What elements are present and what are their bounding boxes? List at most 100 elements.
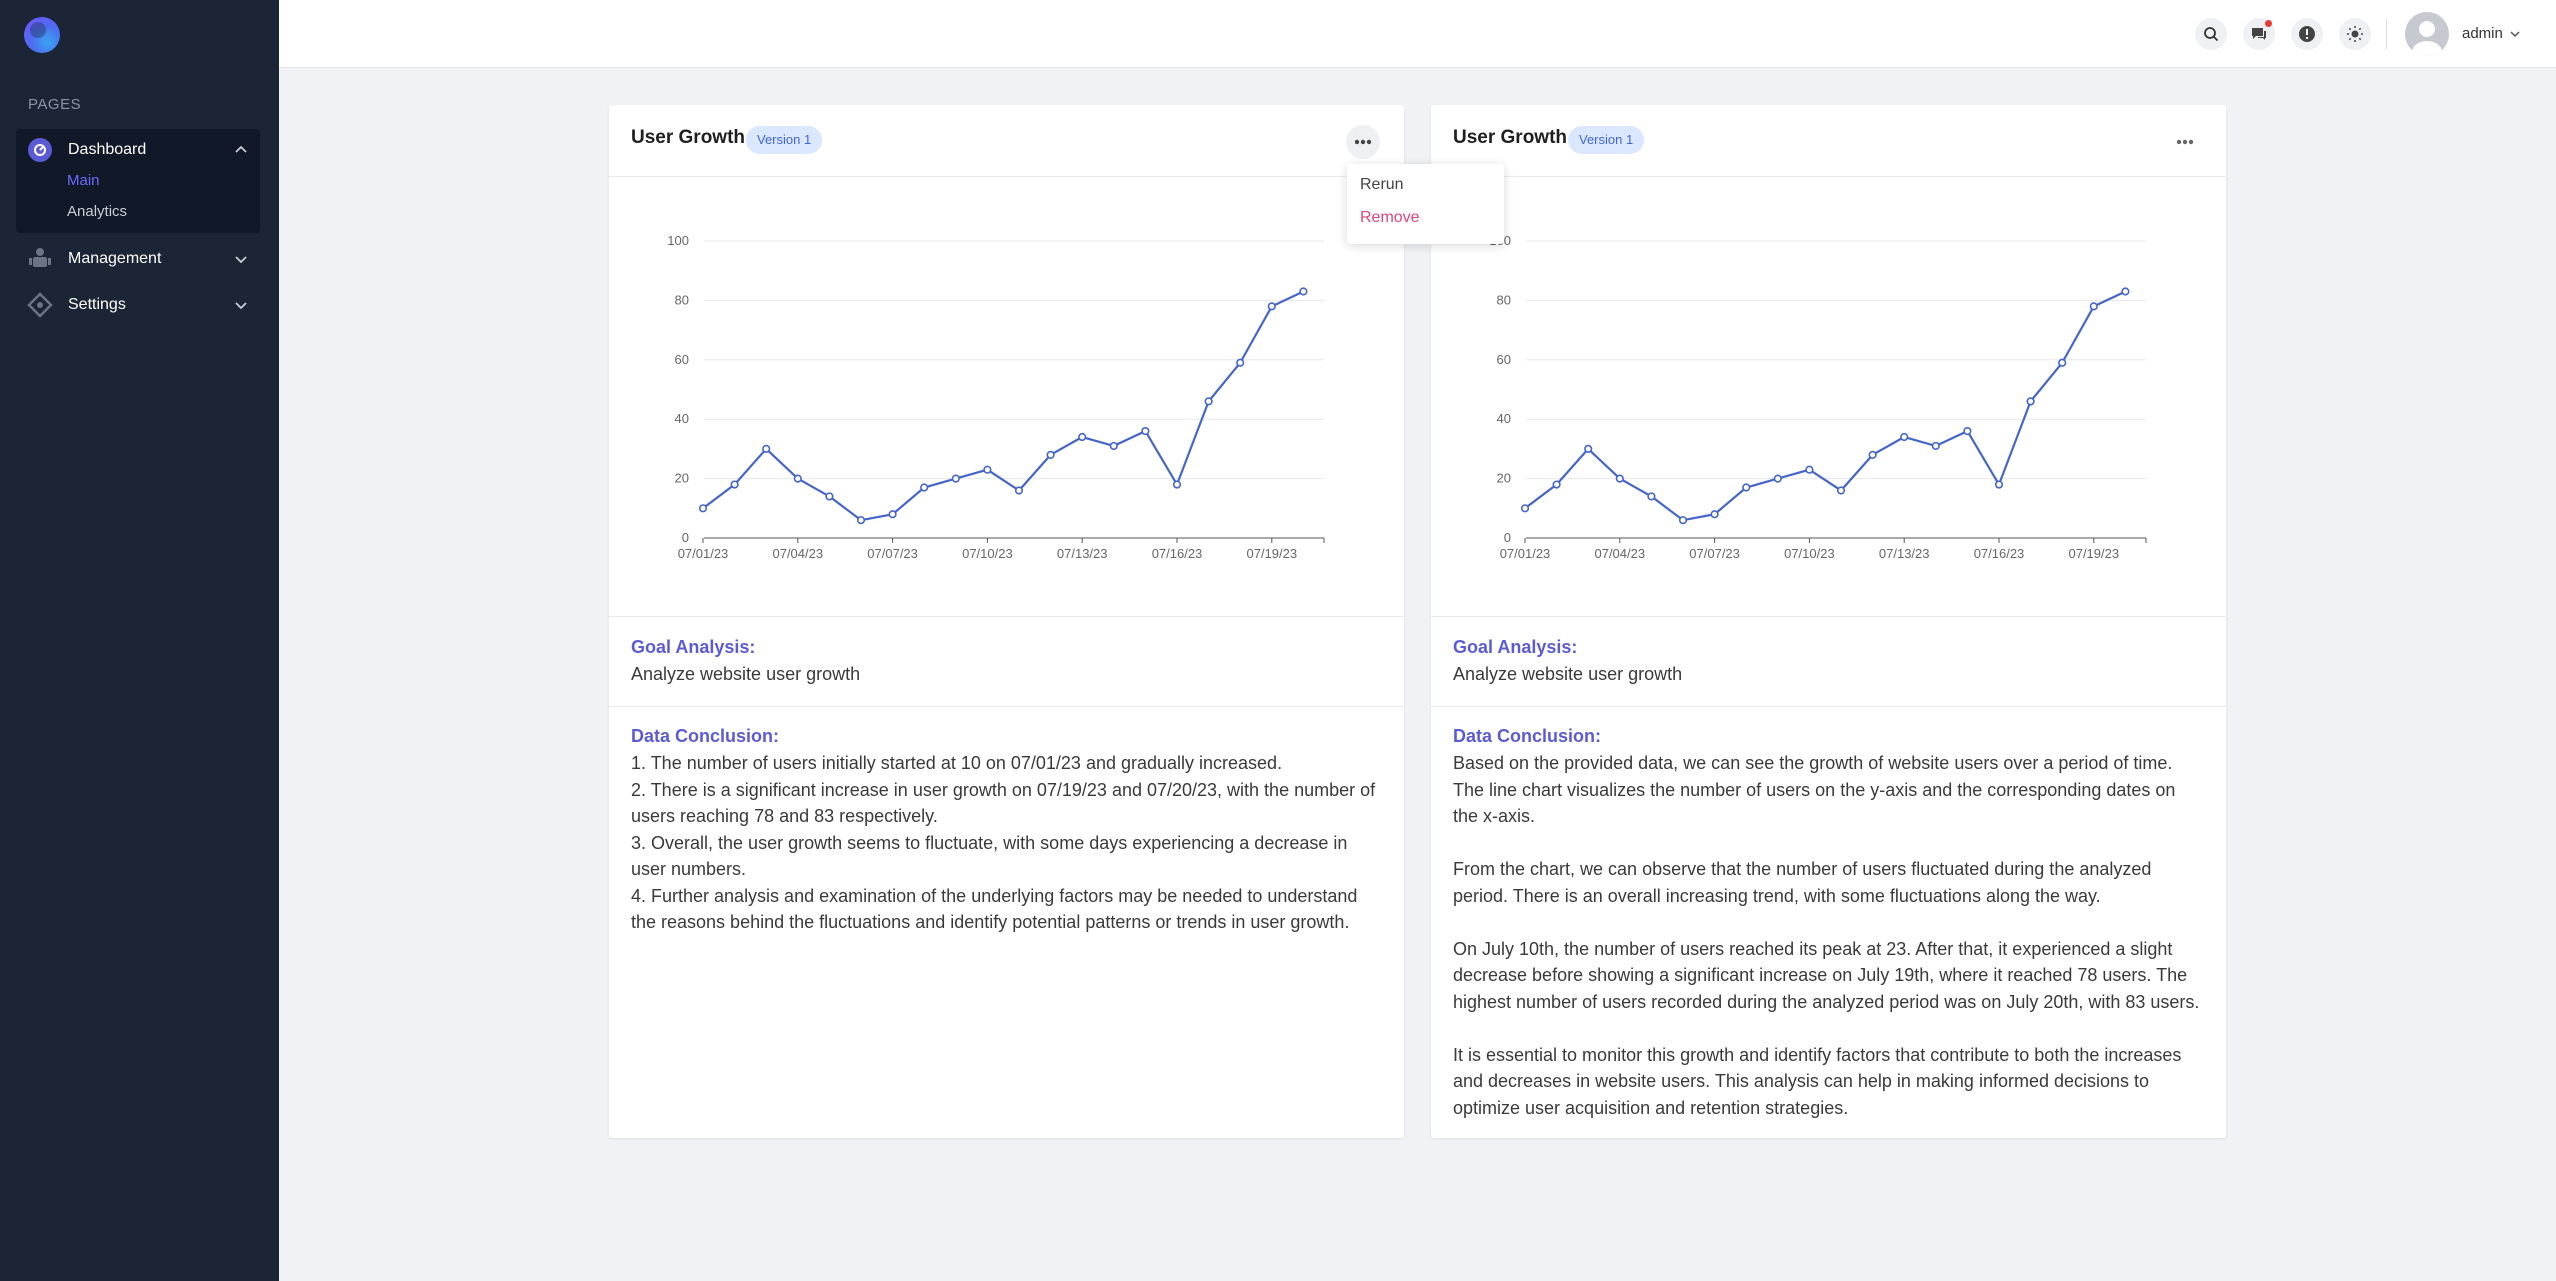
x-tick-label: 07/01/23 bbox=[1500, 546, 1551, 561]
user-growth-line-chart: 02040608010007/01/2307/04/2307/07/2307/1… bbox=[1489, 233, 2147, 561]
data-conclusion-text: Based on the provided data, we can see t… bbox=[1453, 753, 2200, 1118]
data-point bbox=[1868, 450, 1877, 459]
menu-item-remove[interactable]: Remove bbox=[1360, 209, 1420, 226]
data-point bbox=[762, 444, 771, 453]
top-header bbox=[279, 0, 2556, 68]
sidebar-item-label: Dashboard bbox=[68, 141, 147, 158]
goal-analysis-label: Goal Analysis: bbox=[1453, 637, 1578, 657]
management-icon bbox=[26, 245, 54, 273]
y-tick-label: 40 bbox=[1497, 411, 1511, 426]
sidebar-subitem-analytics[interactable]: Analytics bbox=[67, 203, 128, 220]
x-tick-label: 07/10/23 bbox=[962, 546, 1013, 561]
user-name: admin bbox=[2462, 25, 2503, 42]
x-tick-label: 07/19/23 bbox=[2068, 546, 2119, 561]
sidebar-item-label: Management bbox=[68, 250, 162, 267]
data-point bbox=[983, 465, 992, 474]
card-divider bbox=[609, 706, 1404, 707]
x-tick-label: 07/13/23 bbox=[1879, 546, 1930, 561]
card-title: User Growth bbox=[631, 127, 746, 148]
x-tick-label: 07/04/23 bbox=[1594, 546, 1645, 561]
x-tick-label: 07/07/23 bbox=[867, 546, 918, 561]
sidebar-item-settings[interactable]: Settings bbox=[16, 284, 260, 326]
data-point bbox=[1615, 474, 1624, 483]
card-title: User Growth bbox=[1453, 127, 1568, 148]
chevron-down-icon bbox=[2510, 31, 2520, 38]
analysis-card: User Growth Version 1 02040608010007/01/… bbox=[1431, 105, 2226, 1138]
sidebar-subitem-main[interactable]: Main bbox=[67, 172, 100, 189]
x-tick-label: 07/10/23 bbox=[1784, 546, 1835, 561]
sidebar-item-dashboard[interactable]: Dashboard bbox=[16, 129, 260, 171]
y-tick-label: 20 bbox=[675, 471, 689, 486]
data-conclusion-label: Data Conclusion: bbox=[631, 726, 780, 746]
data-point bbox=[1078, 432, 1087, 442]
y-tick-label: 0 bbox=[682, 530, 689, 545]
data-point bbox=[1236, 358, 1245, 367]
data-point bbox=[730, 480, 739, 489]
y-tick-label: 80 bbox=[1497, 292, 1511, 307]
data-point bbox=[888, 510, 897, 519]
data-point bbox=[825, 492, 834, 501]
card-divider bbox=[609, 616, 1404, 617]
theme-sun-icon[interactable] bbox=[2339, 18, 2371, 50]
card-divider bbox=[1431, 706, 2226, 707]
y-tick-label: 60 bbox=[1497, 352, 1511, 367]
x-tick-label: 07/07/23 bbox=[1689, 546, 1740, 561]
chevron-down-icon bbox=[235, 302, 247, 310]
goal-analysis-text: Analyze website user growth bbox=[631, 664, 861, 684]
app-logo[interactable] bbox=[24, 17, 60, 53]
data-point bbox=[1584, 444, 1593, 453]
x-tick-label: 07/04/23 bbox=[772, 546, 823, 561]
data-conclusion-label: Data Conclusion: bbox=[1453, 726, 1602, 746]
card-divider bbox=[609, 176, 1404, 177]
data-point bbox=[1109, 441, 1118, 451]
data-point bbox=[1267, 302, 1276, 311]
avatar[interactable] bbox=[2405, 12, 2449, 56]
chevron-down-icon bbox=[235, 256, 247, 264]
sidebar-item-management[interactable]: Management bbox=[16, 238, 260, 280]
series-line-user-growth bbox=[1524, 290, 2126, 522]
goal-analysis-label: Goal Analysis: bbox=[631, 637, 756, 657]
data-point bbox=[1299, 287, 1308, 296]
x-tick-label: 07/01/23 bbox=[678, 546, 729, 561]
settings-icon bbox=[26, 291, 54, 319]
data-point bbox=[1046, 450, 1055, 459]
data-point bbox=[1204, 397, 1213, 406]
data-point bbox=[1931, 441, 1940, 451]
dashboard-nav-group bbox=[16, 129, 260, 233]
data-point bbox=[1552, 480, 1561, 489]
x-tick-label: 07/16/23 bbox=[1974, 546, 2025, 561]
data-point bbox=[1141, 426, 1150, 436]
chevron-up-icon bbox=[235, 145, 247, 153]
goal-analysis-text: Analyze website user growth bbox=[1453, 664, 1683, 684]
user-menu[interactable]: admin bbox=[2462, 25, 2521, 42]
data-point bbox=[1014, 486, 1024, 495]
menu-item-rerun[interactable]: Rerun bbox=[1360, 176, 1404, 193]
data-point bbox=[1742, 483, 1751, 492]
more-options-button[interactable] bbox=[2168, 125, 2202, 159]
y-tick-label: 20 bbox=[1497, 471, 1511, 486]
y-tick-label: 0 bbox=[1504, 530, 1511, 545]
version-badge: Version 1 bbox=[1568, 126, 1645, 154]
data-point bbox=[951, 474, 960, 483]
data-point bbox=[856, 516, 866, 525]
data-point bbox=[793, 474, 802, 483]
card-options-menu: Rerun Remove bbox=[1347, 164, 1504, 244]
data-point bbox=[1773, 474, 1782, 483]
x-tick-label: 07/19/23 bbox=[1246, 546, 1297, 561]
search-icon[interactable] bbox=[2195, 18, 2227, 50]
data-point bbox=[698, 504, 708, 513]
sidebar-section-label: PAGES bbox=[28, 96, 82, 113]
chat-icon[interactable] bbox=[2243, 18, 2275, 50]
data-point bbox=[2089, 302, 2098, 311]
data-point bbox=[2121, 287, 2130, 296]
header-divider bbox=[2386, 19, 2387, 49]
alert-icon[interactable] bbox=[2291, 18, 2323, 50]
sidebar-item-label: Settings bbox=[68, 296, 126, 313]
data-point bbox=[1900, 432, 1909, 442]
more-options-button[interactable] bbox=[1346, 125, 1380, 159]
x-tick-label: 07/16/23 bbox=[1152, 546, 1203, 561]
y-tick-label: 80 bbox=[675, 292, 689, 307]
data-point bbox=[1520, 504, 1530, 513]
